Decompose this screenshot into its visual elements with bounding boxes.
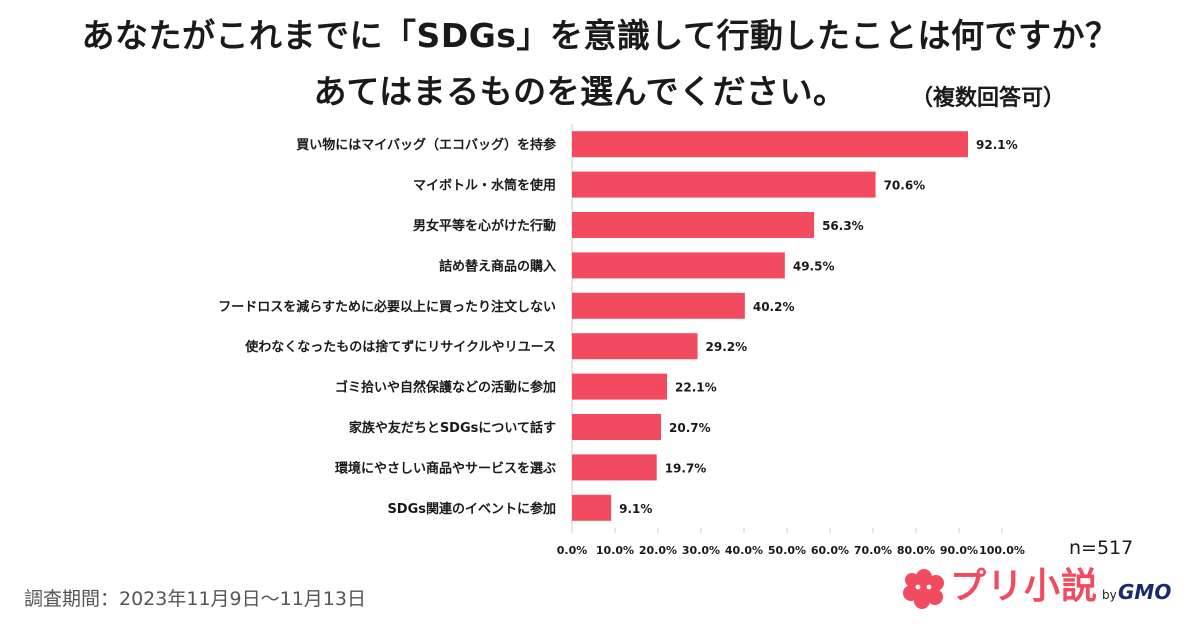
logo-eye-left xyxy=(915,584,921,590)
value-label-5: 40.2% xyxy=(753,300,795,314)
x-tick-label-5: 40.0% xyxy=(725,544,763,557)
category-label-1: 買い物にはマイバッグ（エコバッグ）を持参 xyxy=(296,137,557,153)
multiple-answer-note: （複数回答可） xyxy=(911,86,1066,111)
bar-5 xyxy=(572,292,745,319)
bar-9 xyxy=(572,454,657,481)
chart-title-line-1: あなたがこれまでに「SDGs」を意識して行動したことは何ですか？ xyxy=(81,16,1119,55)
bar-7 xyxy=(572,373,668,400)
value-label-10: 9.1% xyxy=(619,502,652,516)
category-label-7: ゴミ拾いや自然保護などの活動に参加 xyxy=(335,380,556,396)
value-label-1: 92.1% xyxy=(976,138,1018,152)
category-label-9: 環境にやさしい商品やサービスを選ぶ xyxy=(335,460,556,476)
category-label-10: SDGs関連のイベントに参加 xyxy=(387,501,556,517)
survey-period: 調査期間：2023年11月9日〜11月13日 xyxy=(24,588,366,610)
value-label-3: 56.3% xyxy=(822,219,864,233)
x-tick-label-10: 90.0% xyxy=(940,544,978,557)
category-label-3: 男女平等を心がけた行動 xyxy=(413,218,556,234)
chart-title-line-2: あてはまるものを選んでください。 xyxy=(313,72,847,111)
bar-8 xyxy=(572,414,662,440)
value-label-8: 20.7% xyxy=(669,421,711,435)
cloud-flower-icon xyxy=(903,569,944,609)
logo-eye-right xyxy=(926,584,932,590)
category-label-6: 使わなくなったものは捨てずにリサイクルやリユース xyxy=(244,339,556,355)
logo-text: プリ小説 xyxy=(950,566,1099,607)
bar-3 xyxy=(572,212,815,238)
x-tick-label-1: 0.0% xyxy=(557,544,588,557)
value-label-4: 49.5% xyxy=(793,259,835,273)
logo-by: by xyxy=(1102,588,1117,602)
category-label-2: マイボトル・水筒を使用 xyxy=(413,178,556,194)
x-tick-label-8: 70.0% xyxy=(854,544,892,557)
category-label-5: フードロスを減らすために必要以上に買ったり注文しない xyxy=(218,299,556,315)
bar-1 xyxy=(572,131,969,158)
x-tick-label-4: 30.0% xyxy=(682,544,720,557)
logo-gmo: GMO xyxy=(1118,580,1172,604)
bar-10 xyxy=(572,494,612,521)
x-tick-label-6: 50.0% xyxy=(768,544,806,557)
value-label-6: 29.2% xyxy=(706,340,748,354)
x-tick-label-9: 80.0% xyxy=(897,544,935,557)
category-labels: 買い物にはマイバッグ（エコバッグ）を持参マイボトル・水筒を使用男女平等を心がけた… xyxy=(218,137,557,517)
x-tick-label-2: 10.0% xyxy=(596,544,634,557)
brand-logo: プリ小説 by GMO xyxy=(902,566,1192,612)
value-label-7: 22.1% xyxy=(675,381,717,395)
value-label-9: 19.7% xyxy=(665,461,707,475)
chart-bars xyxy=(572,131,969,521)
x-tick-label-7: 60.0% xyxy=(811,544,849,557)
sample-size-label: n=517 xyxy=(1069,537,1134,559)
value-label-2: 70.6% xyxy=(884,179,926,193)
value-labels: 92.1% 70.6% 56.3% 49.5% 40.2% 29.2% 22.1% 20.7%… xyxy=(619,138,1018,516)
bar-6 xyxy=(572,333,698,360)
category-label-8: 家族や友だちとSDGsについて話す xyxy=(349,420,556,436)
bar-2 xyxy=(572,171,876,198)
category-label-4: 詰め替え商品の購入 xyxy=(439,258,556,274)
x-axis-ticks: 0.0% 10.0% 20.0% 30.0% 40.0% 50.0% 60.0% 70.0% 8… xyxy=(557,528,1025,557)
logo-flower-shape xyxy=(903,569,944,609)
x-tick-label-3: 20.0% xyxy=(639,544,677,557)
bar-4 xyxy=(572,252,785,279)
x-tick-label-11: 100.0% xyxy=(979,544,1025,557)
